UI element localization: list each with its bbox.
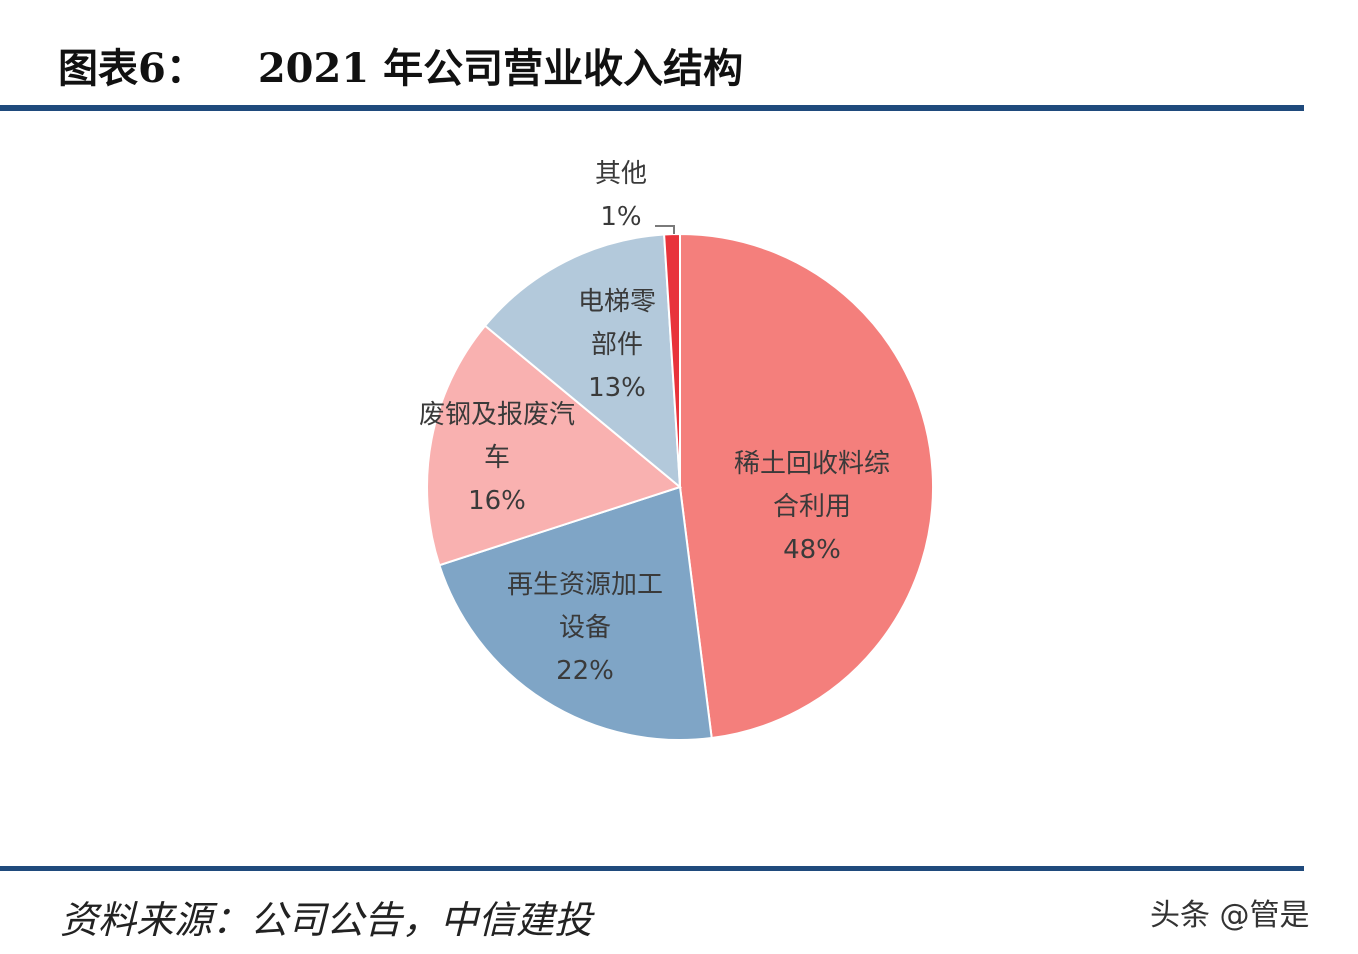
slice-scrap-steel-value: 16%	[468, 486, 526, 516]
source-note: 资料来源：公司公告，中信建投	[60, 897, 593, 942]
slice-scrap-steel-label: 废钢及报废汽车 16%	[419, 400, 575, 516]
slice-elevator-parts	[483, 233, 682, 490]
bottom-divider	[0, 866, 1304, 871]
watermark: 头条 @管是	[1150, 898, 1310, 933]
slice-rare-earth-name: 稀土回收料综	[734, 449, 890, 479]
slice-other-name: 其他	[595, 159, 647, 189]
slice-recycling-equipment-label: 再生资源加工设备 22%	[507, 570, 663, 686]
slice-rare-earth	[679, 232, 935, 740]
slice-rare-earth-label: 稀土回收料综合利用 48%	[734, 449, 890, 565]
slice-scrap-steel-name: 废钢及报废汽	[419, 400, 575, 430]
chart-title: 图表6： 2021 年公司营业收入结构	[58, 34, 1298, 96]
slice-elevator-parts-name: 部件	[591, 330, 643, 360]
top-divider	[0, 105, 1304, 111]
slice-other-value: 1%	[600, 202, 641, 232]
slice-elevator-parts-value: 13%	[588, 373, 646, 403]
slice-rare-earth-value: 48%	[783, 535, 841, 565]
slice-other-label: 其他 1%	[595, 159, 647, 232]
slice-recycling-equipment-name: 设备	[559, 613, 611, 643]
figure-title: 2021 年公司营业收入结构	[257, 45, 744, 92]
slice-recycling-equipment	[438, 485, 713, 741]
slice-recycling-equipment-name: 再生资源加工	[507, 570, 663, 600]
slice-elevator-parts-name: 电梯零	[578, 287, 656, 317]
slice-recycling-equipment-value: 22%	[556, 656, 614, 686]
slice-scrap-steel	[426, 324, 683, 567]
slice-elevator-parts-label: 电梯零部件 13%	[578, 287, 656, 403]
slice-other	[663, 232, 681, 488]
figure-number: 图表6：	[58, 45, 206, 92]
slice-rare-earth-name: 合利用	[773, 492, 851, 522]
other-leader-line	[655, 225, 675, 234]
slice-scrap-steel-name: 车	[484, 443, 510, 473]
